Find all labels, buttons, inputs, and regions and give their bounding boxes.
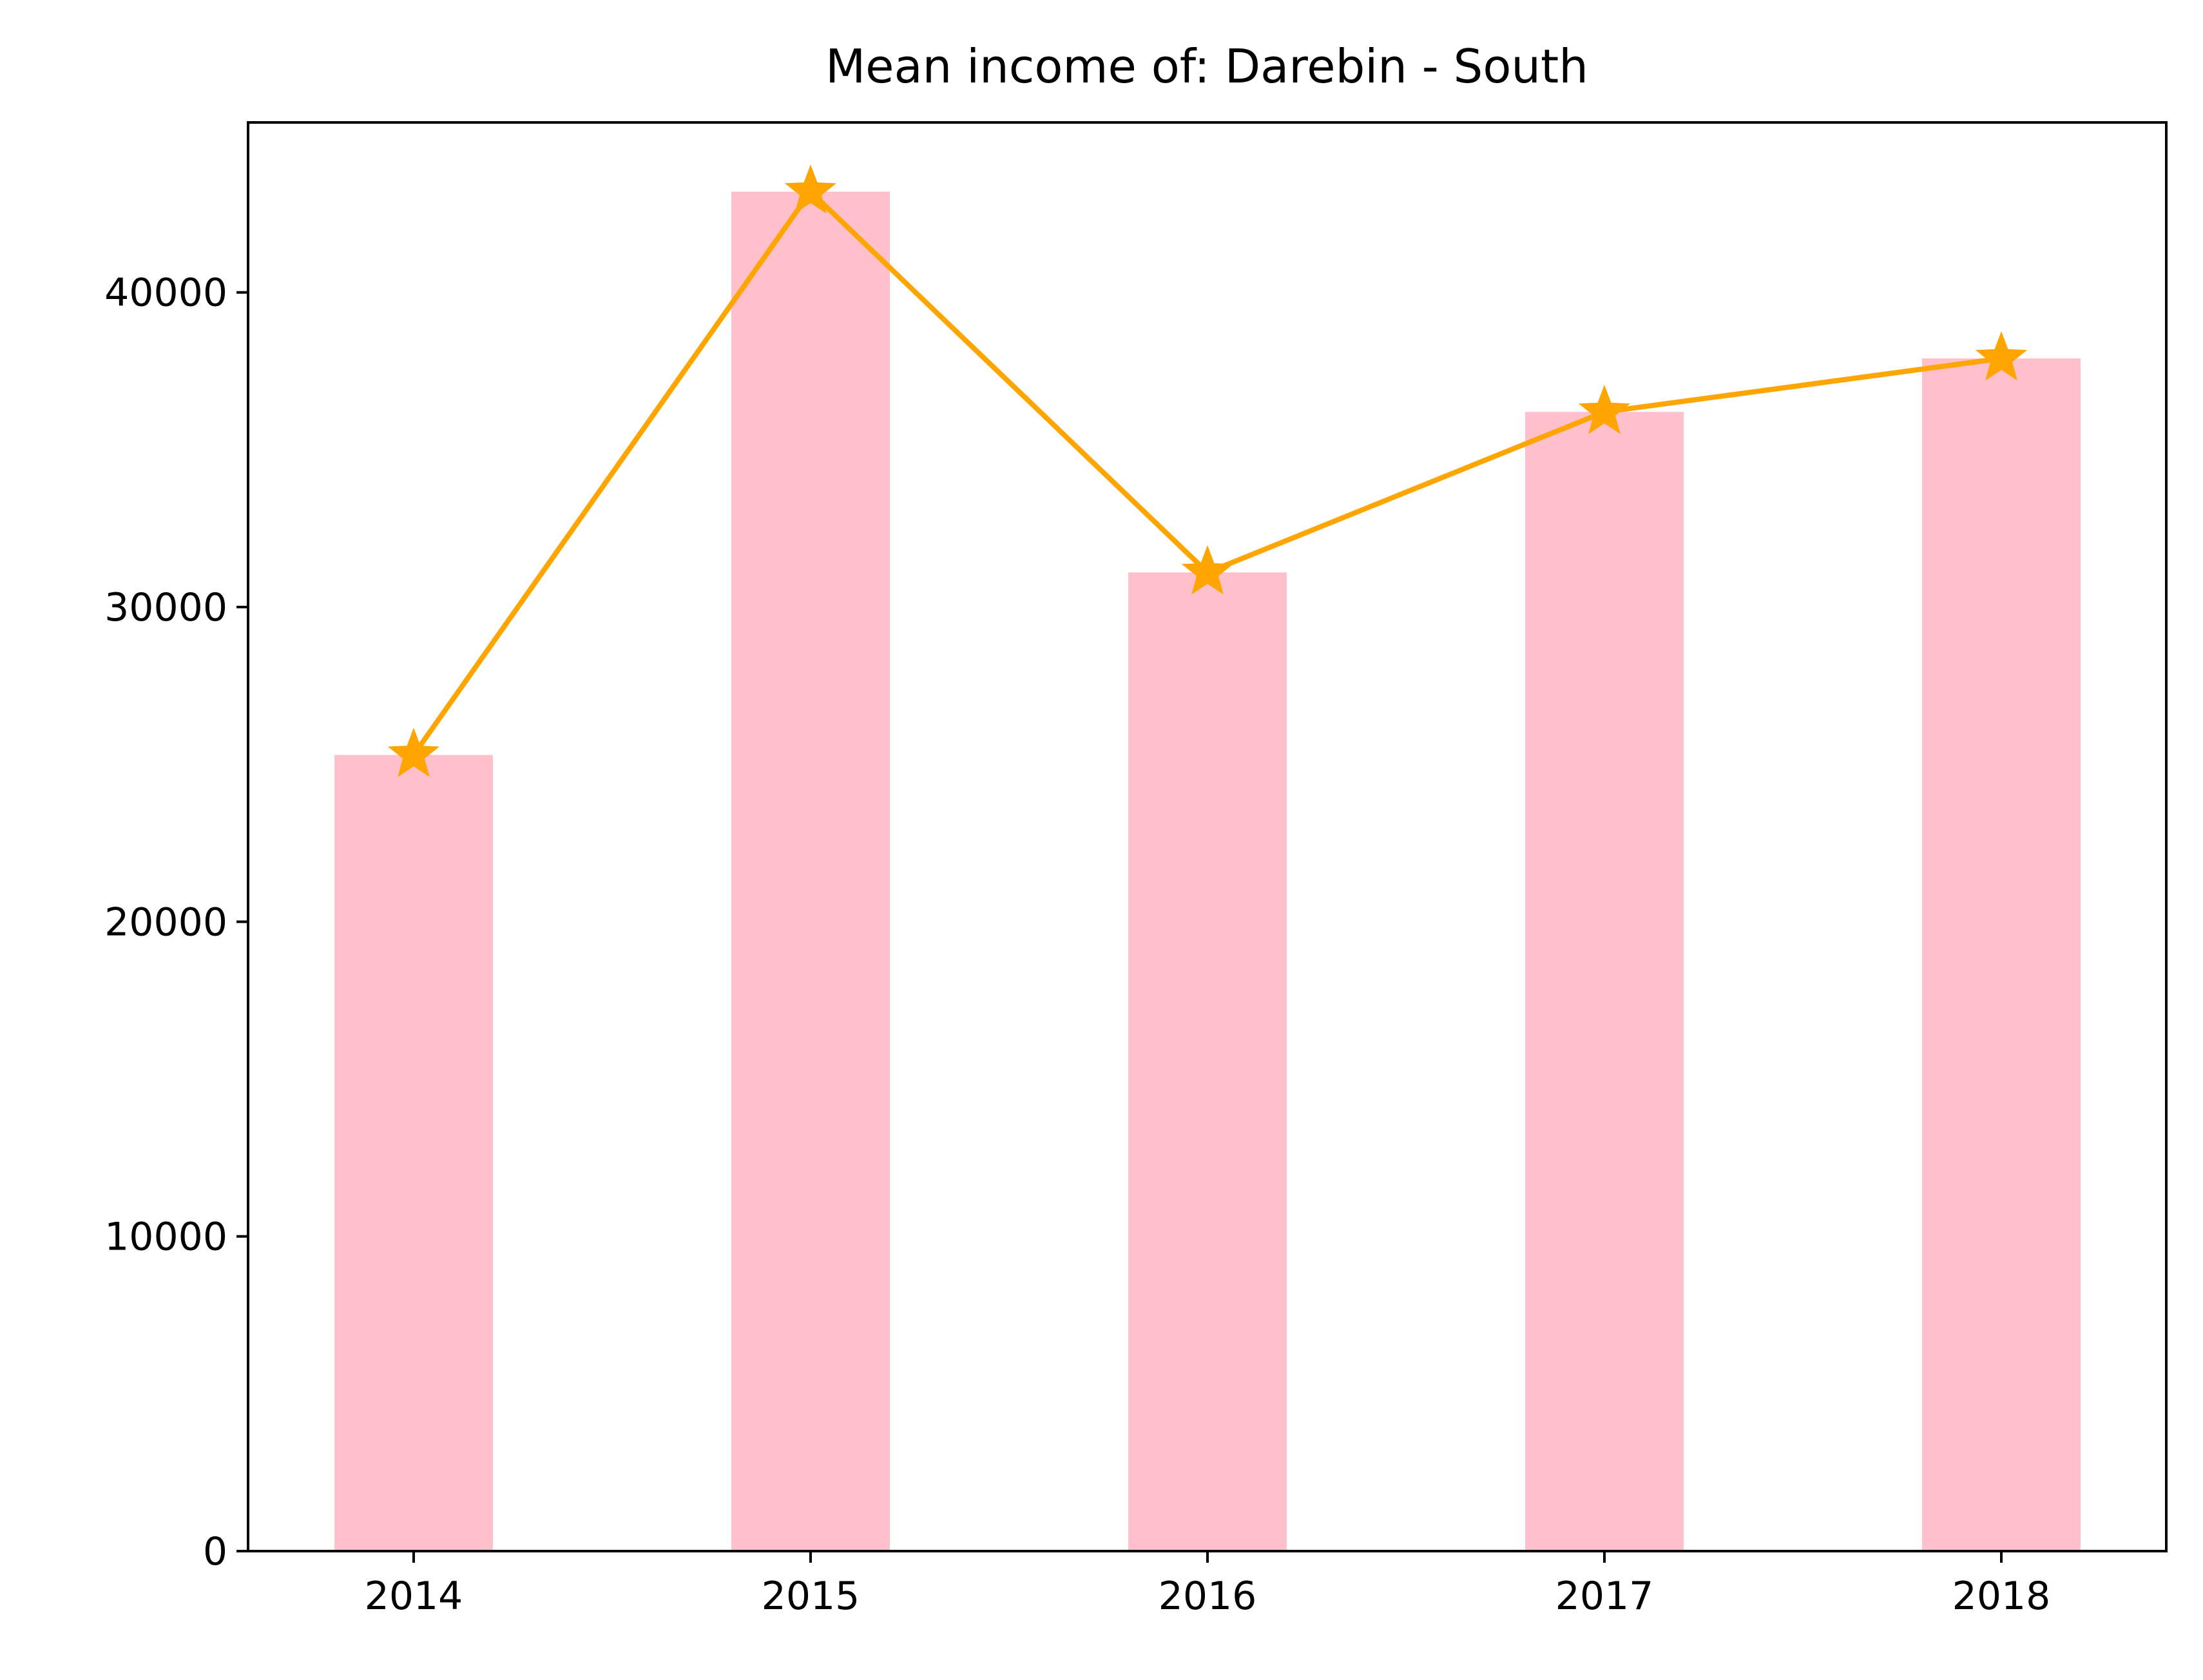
- x-tick-label: 2015: [762, 1574, 860, 1619]
- chart-title: Mean income of: Darebin - South: [825, 39, 1588, 93]
- y-tick-label: 20000: [104, 900, 227, 945]
- line-marker-2016: [1181, 545, 1234, 595]
- bar-2018: [1922, 358, 2081, 1551]
- y-tick-label: 40000: [104, 271, 227, 316]
- y-tick-label: 0: [203, 1529, 227, 1574]
- y-tick-label: 30000: [104, 585, 227, 630]
- x-tick-label: 2016: [1159, 1574, 1257, 1619]
- line-marker-2014: [387, 728, 440, 777]
- axes-layer: 0 10000 20000 30000 40000 2014 2015 2016 2017 201…: [104, 121, 2168, 1619]
- bar-2014: [334, 755, 493, 1551]
- y-tick-label: 10000: [104, 1215, 227, 1260]
- x-tick-label: 2017: [1555, 1574, 1654, 1619]
- x-tick-label: 2018: [1952, 1574, 2051, 1619]
- line-marker-2017: [1578, 384, 1631, 434]
- bar-2015: [731, 191, 890, 1552]
- line-marker-2018: [1975, 331, 2028, 381]
- line-marker-2015: [784, 164, 837, 214]
- bar-2017: [1525, 412, 1684, 1551]
- bars-layer: [334, 191, 2081, 1552]
- line-layer: [387, 164, 2028, 777]
- x-tick-label: 2014: [365, 1574, 463, 1619]
- bar-2016: [1128, 572, 1287, 1551]
